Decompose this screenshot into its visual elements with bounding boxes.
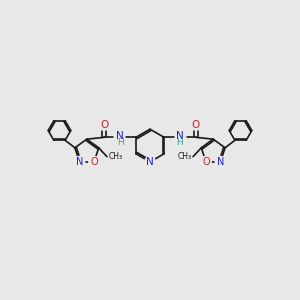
Circle shape (190, 119, 201, 130)
Text: O: O (192, 120, 200, 130)
Text: O: O (100, 120, 108, 130)
Text: CH₃: CH₃ (108, 152, 122, 161)
Circle shape (200, 156, 211, 167)
Text: N: N (217, 157, 224, 167)
Text: N: N (176, 130, 184, 141)
Circle shape (145, 157, 155, 167)
Text: H: H (176, 138, 183, 147)
Circle shape (215, 156, 226, 167)
Text: N: N (146, 157, 154, 167)
Text: N: N (116, 130, 124, 141)
Circle shape (175, 132, 186, 143)
Text: N: N (76, 157, 83, 167)
Text: H: H (117, 138, 124, 147)
Circle shape (99, 119, 110, 130)
Text: O: O (90, 157, 98, 167)
Text: CH₃: CH₃ (178, 152, 192, 161)
Circle shape (74, 156, 85, 167)
Circle shape (89, 156, 100, 167)
Circle shape (114, 132, 125, 143)
Text: O: O (202, 157, 210, 167)
